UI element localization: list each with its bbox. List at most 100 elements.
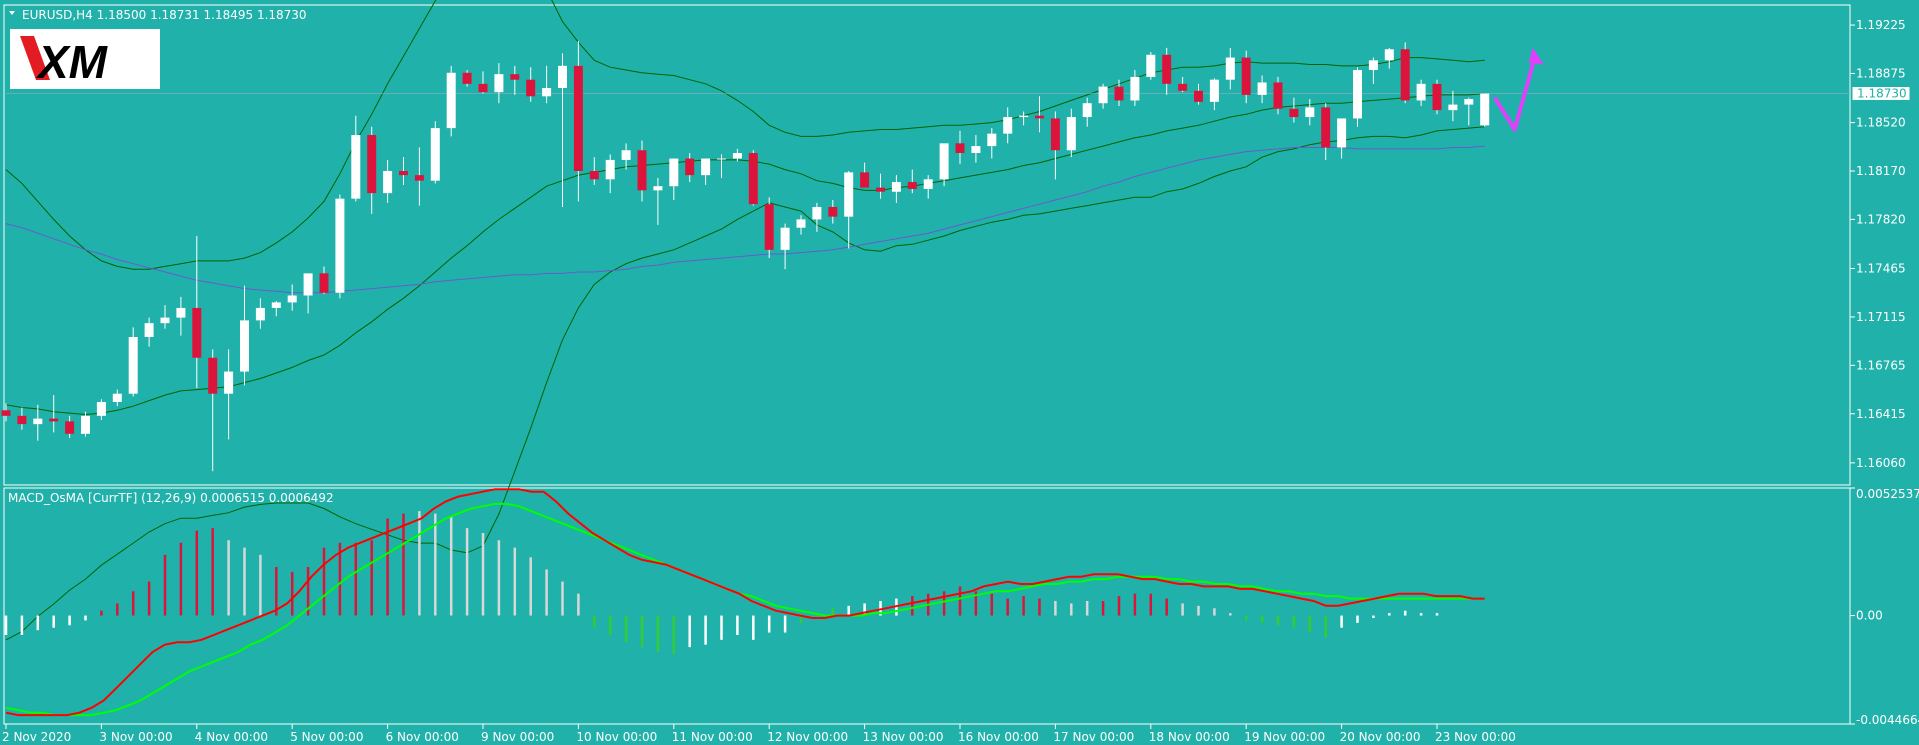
candle-body [1289, 108, 1299, 118]
x-tick-label: 11 Nov 00:00 [672, 730, 753, 744]
bollinger-middle-line [5, 93, 1485, 416]
candle [971, 135, 981, 163]
candle-body [1066, 117, 1076, 151]
candle [96, 399, 106, 420]
x-tick-label: 9 Nov 00:00 [481, 730, 554, 744]
candle [1114, 79, 1124, 106]
candle-body [621, 150, 631, 160]
candle-body [367, 135, 377, 194]
candle-body [1353, 70, 1362, 119]
macd-series [4, 488, 1485, 717]
candle-body [192, 307, 202, 358]
candle [828, 200, 838, 224]
candle [319, 266, 329, 295]
candle [860, 162, 870, 188]
macd-y-tick-label: 0.0052537 [1856, 487, 1919, 501]
candle-body [542, 87, 552, 97]
candle-body [780, 227, 790, 250]
candle [144, 317, 154, 347]
candle [1321, 103, 1331, 160]
x-tick-label: 3 Nov 00:00 [99, 730, 172, 744]
candle [49, 395, 59, 433]
current-price-label: 1.18730 [1857, 87, 1907, 101]
y-tick-label: 1.18170 [1856, 164, 1906, 178]
time-axis: 2 Nov 2020 3 Nov 00:00 4 Nov 00:00 5 Nov 00… [2, 724, 1516, 744]
candle [669, 158, 679, 201]
candle [1416, 79, 1426, 106]
candle [526, 67, 536, 102]
macd-panel-header: MACD_OsMA [CurrTF] (12,26,9) 0.0006515 0… [8, 491, 334, 505]
candle [1, 403, 11, 422]
candle-body [1384, 49, 1394, 61]
candle [589, 157, 599, 185]
candle [383, 159, 393, 203]
candle-body [494, 74, 504, 93]
candle [65, 415, 75, 438]
bollinger-upper-line [5, 0, 1485, 270]
x-tick-label: 17 Nov 00:00 [1053, 730, 1134, 744]
collapse-triangle-icon[interactable] [9, 11, 15, 15]
y-tick-label: 1.16060 [1856, 456, 1906, 470]
candle-body [1082, 103, 1092, 118]
x-tick-label: 18 Nov 00:00 [1149, 730, 1230, 744]
candle [923, 175, 933, 199]
candle [1448, 90, 1458, 122]
candle [81, 411, 90, 437]
candle [303, 273, 313, 314]
x-tick-label: 19 Nov 00:00 [1244, 730, 1325, 744]
candle [1257, 75, 1267, 104]
candle-body [1194, 90, 1203, 102]
macd-line [5, 488, 1485, 717]
candle [732, 148, 742, 162]
candle [987, 128, 997, 159]
candle-body [1480, 93, 1490, 126]
candle-body [1098, 86, 1108, 104]
candle [796, 215, 806, 235]
candle [1194, 83, 1203, 105]
candle [192, 236, 202, 389]
candle [160, 305, 170, 329]
y-tick-label: 1.16765 [1856, 358, 1906, 372]
candle [764, 197, 774, 259]
candle [494, 63, 504, 104]
candle [176, 296, 186, 336]
candle-body [1130, 76, 1140, 101]
candle [1225, 47, 1235, 90]
candle-body [1464, 99, 1474, 105]
y-tick-label: 1.18875 [1856, 66, 1906, 80]
candle-body [1368, 60, 1378, 71]
candle [1082, 97, 1092, 127]
macd-y-axis: 0.0052537 0.00 -0.0044664 [1850, 487, 1919, 727]
candle [876, 173, 885, 199]
candle-body [526, 79, 536, 97]
candle [780, 223, 790, 270]
main-panel-header: EURUSD,H4 1.18500 1.18731 1.18495 1.1873… [22, 8, 307, 22]
candle [891, 175, 901, 203]
candle [1178, 76, 1188, 93]
candle-body [748, 153, 758, 205]
candle [224, 349, 234, 440]
candle [1050, 111, 1060, 180]
candle [17, 407, 27, 430]
candle [478, 71, 488, 94]
candle [542, 65, 552, 104]
x-tick-label: 23 Nov 00:00 [1435, 730, 1516, 744]
candle [287, 284, 297, 311]
candle-body [351, 135, 361, 199]
xm-logo: XM [10, 29, 160, 89]
candle [955, 130, 965, 165]
x-tick-label: 16 Nov 00:00 [958, 730, 1039, 744]
candle [1384, 47, 1394, 69]
candle [717, 154, 726, 178]
candle-body [81, 415, 90, 434]
candle-body [1400, 49, 1410, 101]
main-series [1, 0, 1850, 641]
candle [1146, 52, 1156, 80]
x-tick-label: 4 Nov 00:00 [195, 730, 268, 744]
candle-body [1448, 104, 1458, 111]
main-panel-frame [3, 4, 1851, 486]
candle-body [478, 83, 488, 93]
candle [1273, 76, 1283, 115]
